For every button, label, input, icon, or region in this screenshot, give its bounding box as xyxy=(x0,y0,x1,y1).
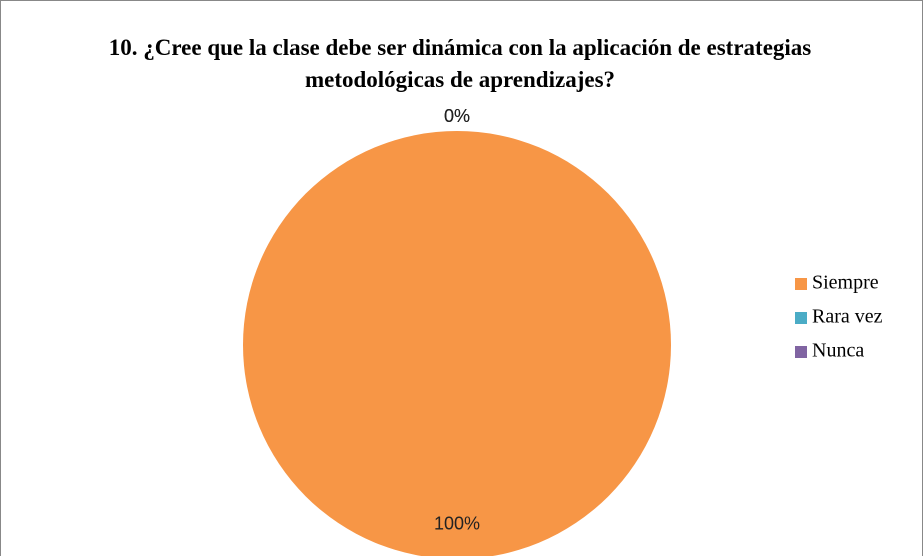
data-label: 0% xyxy=(444,106,470,126)
pie-slice xyxy=(243,131,671,556)
legend-swatch xyxy=(795,346,807,358)
data-label: 0% xyxy=(444,106,470,126)
legend-label: Siempre xyxy=(812,272,879,294)
legend-label: Nunca xyxy=(812,340,864,362)
chart-title: 10. ¿Cree que la clase debe ser dinámica… xyxy=(108,35,812,92)
legend-swatch xyxy=(795,278,807,290)
data-label: 100% xyxy=(434,514,480,534)
legend-label: Rara vez xyxy=(812,306,883,328)
legend-swatch xyxy=(795,312,807,324)
